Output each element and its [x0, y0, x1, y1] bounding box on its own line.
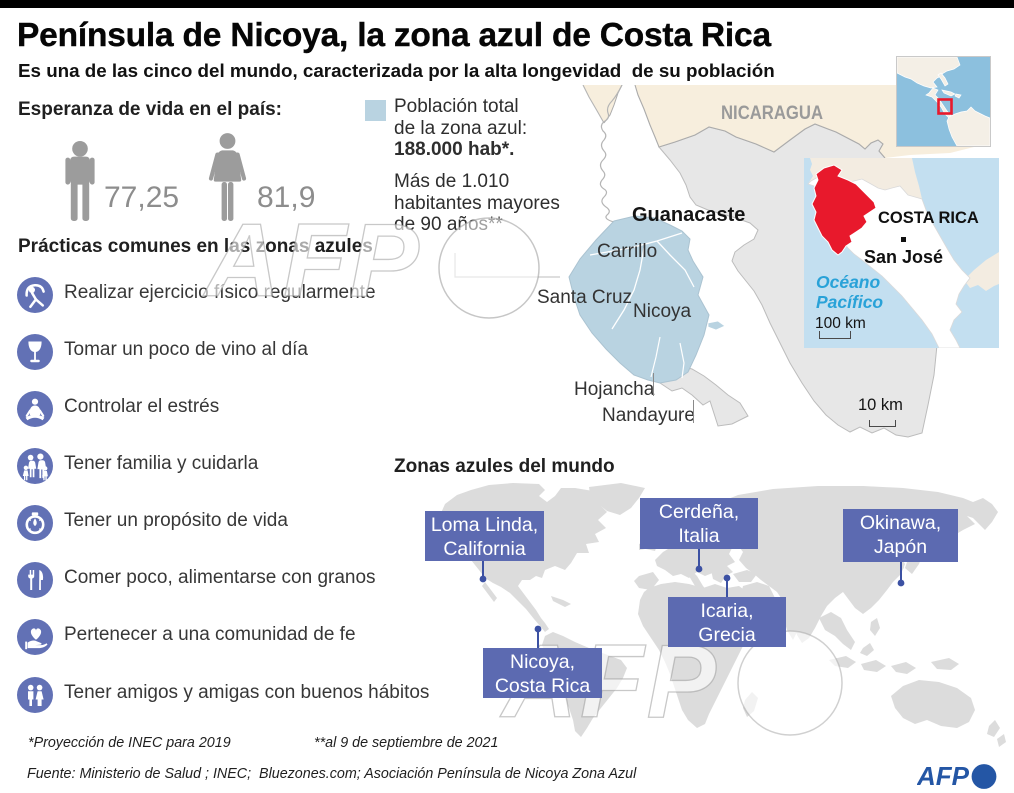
- svg-text:NICARAGUA: NICARAGUA: [721, 103, 823, 124]
- svg-text:AFP: AFP: [202, 203, 422, 319]
- svg-text:AFP: AFP: [917, 761, 970, 790]
